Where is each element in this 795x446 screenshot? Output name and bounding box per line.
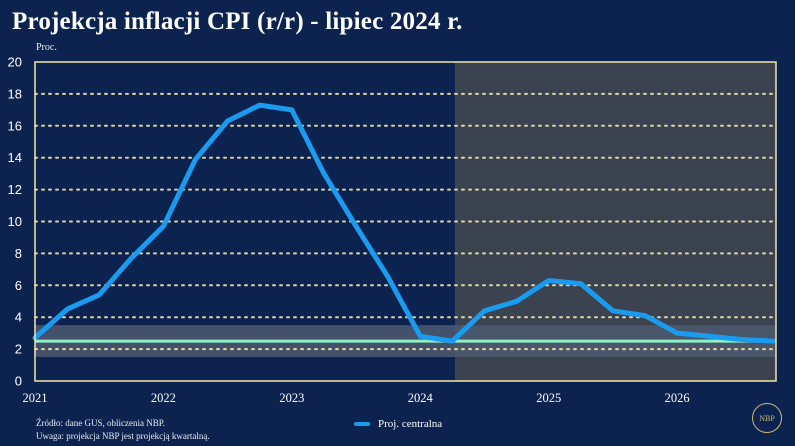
projection-note: Uwaga: projekcja NBP jest projekcją kwar… bbox=[36, 431, 210, 441]
x-tick-label-2026: 2026 bbox=[665, 391, 690, 405]
x-tick-label-2025: 2025 bbox=[536, 391, 561, 405]
nbp-logo: NBP bbox=[752, 403, 782, 433]
source-note: Źródło: dane GUS, obliczenia NBP. bbox=[36, 418, 165, 428]
y-tick-label-10: 10 bbox=[8, 214, 22, 229]
y-tick-label-6: 6 bbox=[15, 278, 22, 293]
chart-title: Projekcja inflacji CPI (r/r) - lipiec 20… bbox=[12, 8, 463, 35]
x-tick-label-2021: 2021 bbox=[23, 391, 48, 405]
plot-frame bbox=[34, 61, 777, 382]
x-tick-label-2024: 2024 bbox=[408, 391, 434, 405]
y-axis-unit-label: Proc. bbox=[36, 42, 57, 53]
y-tick-label-18: 18 bbox=[8, 86, 22, 101]
legend-label-central: Proj. centralna bbox=[378, 418, 443, 430]
x-tick-label-2022: 2022 bbox=[151, 391, 176, 405]
chart-footer: Źródło: dane GUS, obliczenia NBP. Uwaga:… bbox=[36, 417, 210, 443]
y-tick-label-16: 16 bbox=[8, 118, 22, 133]
y-tick-label-4: 4 bbox=[15, 310, 22, 325]
y-tick-label-0: 0 bbox=[15, 374, 22, 389]
y-tick-label-20: 20 bbox=[8, 55, 22, 70]
y-tick-label-2: 2 bbox=[15, 342, 22, 357]
x-tick-label-2023: 2023 bbox=[279, 391, 304, 405]
y-tick-label-8: 8 bbox=[15, 246, 22, 261]
y-tick-label-14: 14 bbox=[8, 150, 22, 165]
chart-legend: Proj. centralna bbox=[354, 418, 442, 430]
legend-swatch-central bbox=[354, 422, 370, 426]
y-tick-label-12: 12 bbox=[8, 182, 22, 197]
series-line-central bbox=[32, 102, 776, 344]
